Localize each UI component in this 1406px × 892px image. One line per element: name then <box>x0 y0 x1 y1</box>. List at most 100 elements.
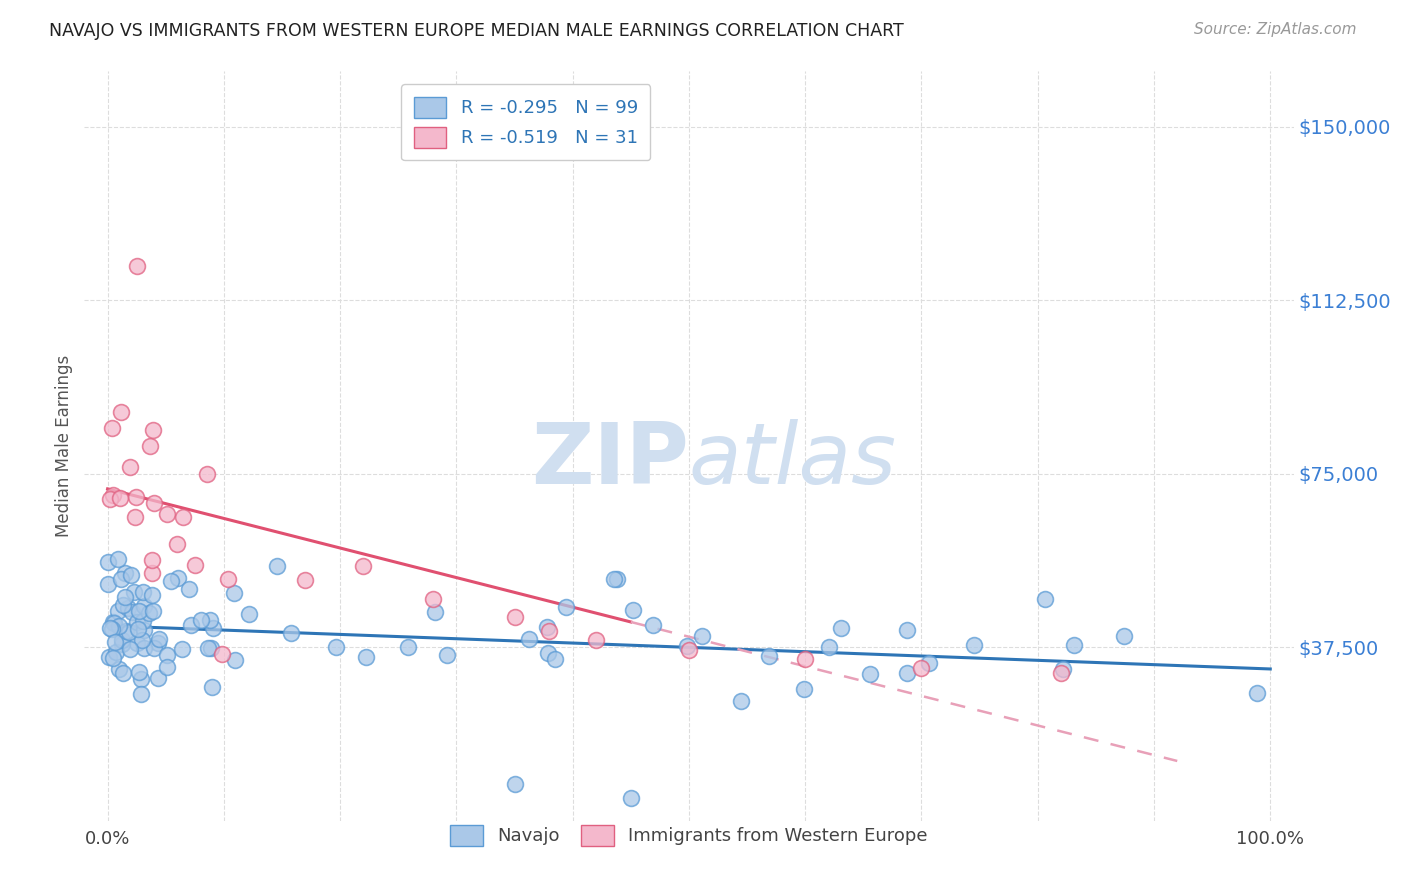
Point <box>160 574 183 589</box>
Point <box>139 440 162 454</box>
Point <box>114 566 136 580</box>
Point <box>859 666 882 681</box>
Point <box>166 537 188 551</box>
Point <box>125 259 148 273</box>
Point <box>184 558 207 572</box>
Point <box>103 488 125 502</box>
Point <box>325 640 347 654</box>
Point <box>101 421 124 435</box>
Point <box>623 603 645 617</box>
Point <box>910 661 932 675</box>
Point <box>758 649 780 664</box>
Point <box>603 572 626 586</box>
Point <box>100 622 122 636</box>
Point <box>141 552 163 566</box>
Point <box>217 573 239 587</box>
Point <box>266 559 288 574</box>
Point <box>180 618 202 632</box>
Point <box>110 572 132 586</box>
Point <box>794 652 817 666</box>
Point <box>127 622 149 636</box>
Point <box>554 600 576 615</box>
Point <box>132 624 155 638</box>
Point <box>141 566 163 581</box>
Point <box>101 615 124 630</box>
Point <box>536 620 558 634</box>
Legend: Navajo, Immigrants from Western Europe: Navajo, Immigrants from Western Europe <box>443 818 935 853</box>
Point <box>114 590 136 604</box>
Point <box>129 687 152 701</box>
Point <box>110 632 132 647</box>
Point <box>142 641 165 656</box>
Point <box>503 777 526 791</box>
Point <box>128 604 150 618</box>
Point <box>422 591 444 606</box>
Point <box>111 598 134 612</box>
Point <box>97 576 120 591</box>
Point <box>201 680 224 694</box>
Point <box>1112 629 1135 643</box>
Point <box>142 604 165 618</box>
Point <box>101 650 124 665</box>
Point <box>678 642 700 657</box>
Point <box>179 582 201 596</box>
Point <box>124 510 146 524</box>
Point <box>115 624 138 639</box>
Point <box>131 585 153 599</box>
Point <box>118 624 141 639</box>
Point <box>121 606 143 620</box>
Point <box>538 624 561 638</box>
Point <box>962 639 984 653</box>
Point <box>294 573 316 587</box>
Point <box>103 616 125 631</box>
Point <box>107 552 129 566</box>
Point <box>238 607 260 622</box>
Point <box>128 665 150 679</box>
Point <box>620 790 643 805</box>
Point <box>198 613 221 627</box>
Point <box>125 615 148 629</box>
Point <box>107 662 129 676</box>
Point <box>396 640 419 654</box>
Point <box>111 637 134 651</box>
Point <box>156 507 179 521</box>
Point <box>111 665 134 680</box>
Point <box>146 636 169 650</box>
Point <box>222 586 245 600</box>
Point <box>423 606 446 620</box>
Point <box>354 650 377 665</box>
Point <box>517 632 540 646</box>
Point <box>544 652 567 666</box>
Point <box>132 599 155 614</box>
Point <box>352 559 374 574</box>
Text: atlas: atlas <box>689 419 897 502</box>
Point <box>211 648 233 662</box>
Point <box>896 666 918 681</box>
Text: ZIP: ZIP <box>531 419 689 502</box>
Point <box>641 618 664 632</box>
Point <box>138 606 160 620</box>
Point <box>104 634 127 648</box>
Point <box>108 491 131 505</box>
Point <box>675 639 697 653</box>
Point <box>97 556 120 570</box>
Point <box>190 613 212 627</box>
Point <box>818 640 841 654</box>
Point <box>606 572 628 586</box>
Text: Source: ZipAtlas.com: Source: ZipAtlas.com <box>1194 22 1357 37</box>
Point <box>1050 665 1073 680</box>
Point <box>197 640 219 655</box>
Point <box>127 636 149 650</box>
Point <box>97 650 120 665</box>
Point <box>166 571 188 585</box>
Point <box>110 404 132 418</box>
Point <box>142 423 165 437</box>
Point <box>1033 592 1056 607</box>
Point <box>118 641 141 656</box>
Point <box>98 491 121 506</box>
Point <box>98 621 121 635</box>
Point <box>690 629 713 643</box>
Point <box>142 495 165 509</box>
Point <box>132 640 155 655</box>
Point <box>830 621 852 635</box>
